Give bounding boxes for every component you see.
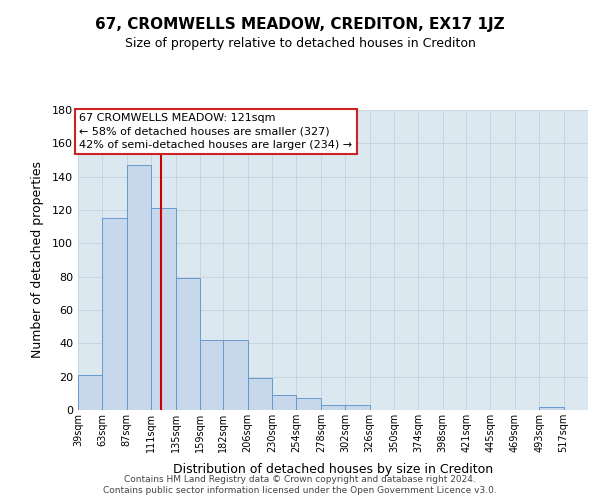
- Bar: [151, 208, 176, 410]
- Text: Contains HM Land Registry data © Crown copyright and database right 2024.: Contains HM Land Registry data © Crown c…: [124, 475, 476, 484]
- Bar: [321, 405, 345, 410]
- Bar: [200, 340, 224, 410]
- Text: Size of property relative to detached houses in Crediton: Size of property relative to detached ho…: [125, 38, 475, 51]
- Bar: [127, 165, 151, 410]
- Bar: [223, 340, 248, 410]
- Bar: [103, 218, 127, 410]
- Bar: [296, 398, 321, 410]
- Bar: [272, 395, 296, 410]
- Bar: [248, 378, 272, 410]
- Text: 67 CROMWELLS MEADOW: 121sqm
← 58% of detached houses are smaller (327)
42% of se: 67 CROMWELLS MEADOW: 121sqm ← 58% of det…: [79, 114, 352, 150]
- Bar: [539, 406, 563, 410]
- Text: 67, CROMWELLS MEADOW, CREDITON, EX17 1JZ: 67, CROMWELLS MEADOW, CREDITON, EX17 1JZ: [95, 18, 505, 32]
- Bar: [176, 278, 200, 410]
- Text: Contains public sector information licensed under the Open Government Licence v3: Contains public sector information licen…: [103, 486, 497, 495]
- X-axis label: Distribution of detached houses by size in Crediton: Distribution of detached houses by size …: [173, 464, 493, 476]
- Bar: [345, 405, 370, 410]
- Bar: [78, 375, 103, 410]
- Y-axis label: Number of detached properties: Number of detached properties: [31, 162, 44, 358]
